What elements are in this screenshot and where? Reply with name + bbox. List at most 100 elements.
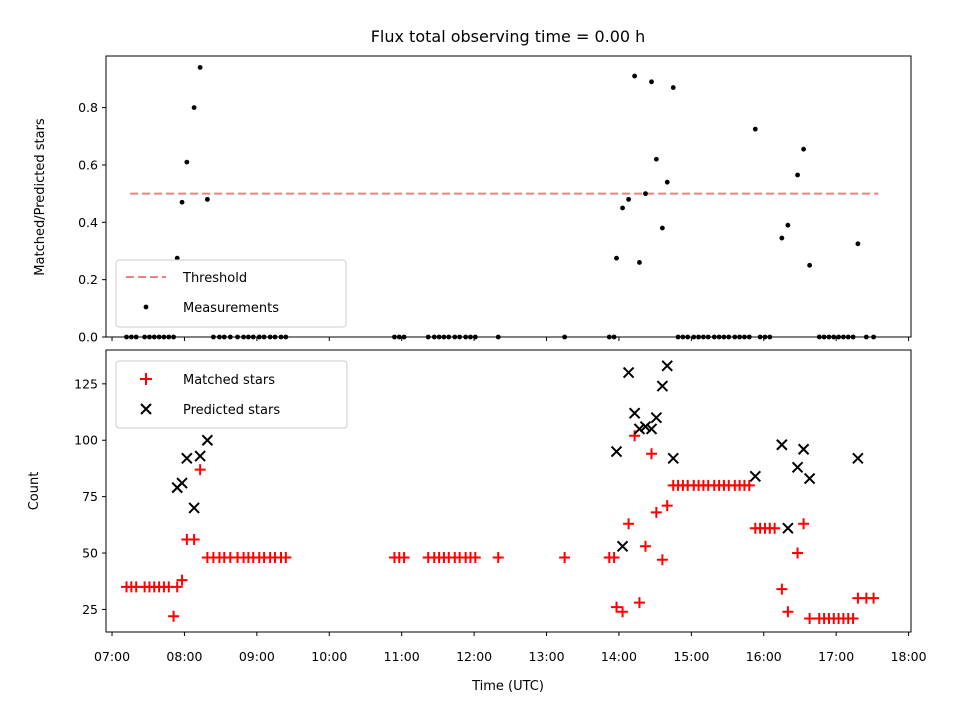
- measurement-point: [664, 179, 670, 185]
- predicted-star-point: [639, 420, 652, 433]
- matched-star-point: [776, 583, 788, 595]
- matched-star-point: [623, 518, 635, 530]
- top-axes-frame: [105, 55, 912, 338]
- x-tick-label: 15:00: [673, 649, 709, 664]
- legend-measurements-swatch: [143, 304, 149, 310]
- predicted-star-point: [782, 522, 794, 534]
- measurement-point: [184, 159, 190, 165]
- predicted-star-point: [749, 470, 762, 483]
- top-legend-box: [115, 259, 347, 328]
- bottom-panel: 25 50 75 100 125 07:00 08:00 09:00 10:00 11:00 12…: [27, 349, 927, 694]
- matched-star-point: [792, 547, 804, 559]
- top-y-axis-label: Matched/Predicted stars: [33, 118, 48, 276]
- measurement-point: [632, 73, 638, 79]
- matched-star-point: [280, 552, 292, 564]
- predicted-star-point: [776, 439, 788, 451]
- matched-star-point: [608, 552, 620, 564]
- predicted-star-point: [628, 407, 641, 419]
- bottom-y-ticks: 25 50 75 100 125: [74, 376, 106, 617]
- matched-star-point: [168, 610, 180, 622]
- legend-threshold-label: Threshold: [182, 271, 247, 286]
- predicted-star-point: [645, 423, 658, 435]
- matched-star-point: [629, 430, 641, 442]
- predicted-star-point: [797, 443, 810, 455]
- legend-predicted-swatch: [140, 403, 152, 415]
- matched-star-point: [868, 592, 880, 604]
- top-y-tick-label: 0.6: [78, 157, 98, 172]
- x-tick-label: 17:00: [818, 649, 854, 664]
- legend-measurements-label: Measurements: [183, 301, 279, 316]
- legend-matched-label: Matched stars: [183, 373, 275, 388]
- measurement-point: [795, 172, 800, 178]
- predicted-star-point: [181, 452, 193, 464]
- top-y-ticks: 0.0 0.2 0.4 0.6 0.8: [78, 100, 106, 345]
- x-tick-label: 16:00: [746, 649, 782, 664]
- predicted-star-point: [201, 434, 214, 446]
- predicted-star-point: [633, 423, 646, 435]
- x-tick-label: 18:00: [891, 649, 927, 664]
- matched-star-point: [646, 448, 658, 460]
- predicted-stars-points: [171, 360, 864, 552]
- measurement-point: [179, 199, 185, 205]
- matched-star-point: [639, 540, 651, 552]
- x-tick-label: 10:00: [311, 649, 347, 664]
- bottom-legend: Matched stars Predicted stars: [115, 360, 348, 429]
- legend-matched-swatch: [140, 373, 152, 385]
- measurement-point: [670, 85, 676, 90]
- measurement-point: [653, 156, 659, 162]
- matched-star-point: [656, 554, 668, 566]
- predicted-star-point: [194, 450, 206, 462]
- matched-star-point: [661, 500, 673, 512]
- measurement-point: [174, 255, 180, 261]
- measurement-point: [197, 65, 203, 70]
- x-tick-label: 07:00: [94, 649, 130, 664]
- measurement-point: [614, 255, 619, 261]
- predicted-star-point: [176, 477, 188, 489]
- predicted-star-point: [667, 452, 679, 464]
- matched-star-point: [650, 506, 662, 518]
- x-tick-label: 12:00: [456, 649, 492, 664]
- measurement-point: [779, 235, 785, 241]
- legend-predicted-label: Predicted stars: [183, 403, 280, 418]
- measurement-point: [626, 196, 631, 202]
- matched-star-point: [492, 552, 504, 564]
- bottom-y-axis-label: Count: [27, 472, 42, 511]
- bottom-legend-box: [115, 360, 348, 429]
- matched-star-point: [743, 479, 755, 491]
- predicted-star-point: [622, 366, 635, 379]
- bottom-y-tick-label: 25: [82, 602, 98, 617]
- bottom-x-ticks: 07:00 08:00 09:00 10:00 11:00 12:00 13:00 14:00…: [94, 632, 927, 664]
- measurement-point: [855, 241, 861, 247]
- measurement-point: [785, 222, 791, 228]
- matched-star-point: [171, 581, 183, 593]
- matched-star-point: [782, 606, 794, 618]
- matched-stars-points: [121, 430, 880, 624]
- x-tick-label: 13:00: [529, 649, 565, 664]
- bottom-y-tick-label: 100: [74, 433, 98, 448]
- measurement-point: [643, 191, 648, 197]
- bottom-y-tick-label: 75: [82, 489, 98, 504]
- predicted-star-point: [656, 380, 669, 392]
- top-y-tick-label: 0.0: [78, 330, 98, 345]
- predicted-star-point: [650, 411, 663, 424]
- predicted-star-point: [188, 502, 200, 514]
- matched-star-point: [398, 552, 410, 564]
- matched-star-point: [194, 464, 206, 476]
- top-y-tick-label: 0.8: [78, 100, 98, 115]
- matched-star-point: [804, 612, 816, 624]
- x-tick-label: 08:00: [166, 649, 202, 664]
- top-y-tick-label: 0.4: [78, 215, 98, 230]
- bottom-axes-frame: [105, 349, 912, 633]
- measurement-point: [191, 105, 197, 111]
- matched-star-point: [798, 518, 810, 530]
- x-axis-label: Time (UTC): [471, 679, 544, 694]
- predicted-star-point: [803, 472, 816, 485]
- measurement-point: [649, 79, 654, 85]
- measurement-point: [807, 262, 813, 268]
- predicted-star-point: [610, 445, 623, 458]
- matched-star-point: [633, 597, 645, 609]
- matched-star-point: [847, 612, 859, 624]
- x-tick-label: 09:00: [239, 649, 275, 664]
- measurement-point: [752, 126, 758, 132]
